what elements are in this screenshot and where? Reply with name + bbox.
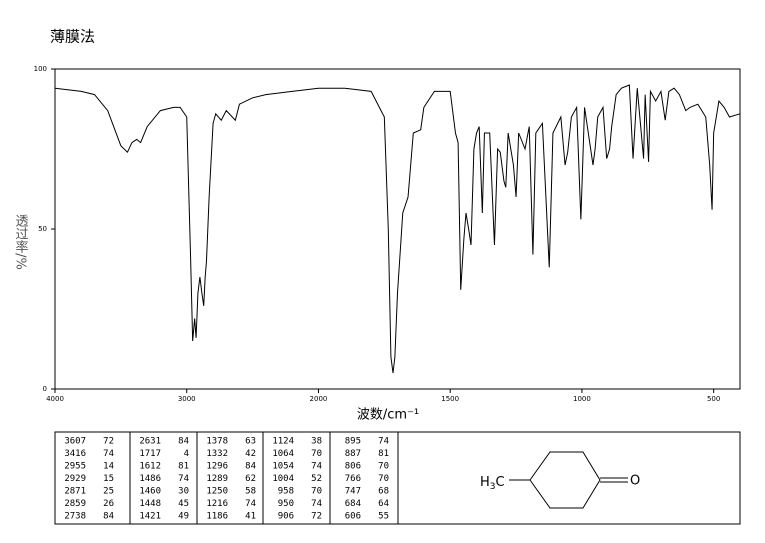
peak-wavenumber: 2738 xyxy=(64,512,86,522)
peak-transmittance: 70 xyxy=(311,449,322,459)
peak-transmittance: 70 xyxy=(311,487,322,497)
peak-wavenumber: 1460 xyxy=(139,487,161,497)
peak-transmittance: 41 xyxy=(245,512,256,522)
plot-frame xyxy=(54,68,741,390)
x-tick-label: 4000 xyxy=(46,395,64,403)
peak-wavenumber: 1448 xyxy=(139,499,161,509)
peak-wavenumber: 1250 xyxy=(206,487,228,497)
peak-wavenumber: 1486 xyxy=(139,474,161,484)
x-tick-label: 1000 xyxy=(573,395,591,403)
peak-transmittance: 25 xyxy=(103,487,114,497)
peak-wavenumber: 1421 xyxy=(139,512,161,522)
peak-wavenumber: 606 xyxy=(345,512,361,522)
peak-transmittance: 84 xyxy=(245,462,256,472)
peak-wavenumber: 2631 xyxy=(139,437,161,447)
peak-wavenumber: 1054 xyxy=(272,462,294,472)
peak-transmittance: 74 xyxy=(245,499,256,509)
peak-transmittance: 15 xyxy=(103,474,114,484)
peak-wavenumber: 2871 xyxy=(64,487,86,497)
peak-transmittance: 14 xyxy=(103,462,114,472)
peak-wavenumber: 806 xyxy=(345,462,361,472)
peak-transmittance: 4 xyxy=(184,449,189,459)
peak-transmittance: 70 xyxy=(378,462,389,472)
methyl-label: H3C xyxy=(480,475,505,492)
peak-wavenumber: 906 xyxy=(278,512,294,522)
peak-transmittance: 68 xyxy=(378,487,389,497)
table-dividers xyxy=(129,432,399,524)
x-tick-label: 3000 xyxy=(178,395,196,403)
peak-transmittance: 74 xyxy=(178,474,189,484)
peak-wavenumber: 1186 xyxy=(206,512,228,522)
peak-transmittance: 84 xyxy=(178,437,189,447)
y-axis-label: 透过率/% xyxy=(13,214,29,270)
x-tick-label: 500 xyxy=(707,395,720,403)
peak-transmittance: 84 xyxy=(103,512,114,522)
peak-wavenumber: 766 xyxy=(345,474,361,484)
oxygen-label: O xyxy=(630,474,640,489)
peak-wavenumber: 1332 xyxy=(206,449,228,459)
molecule-bonds xyxy=(509,451,628,509)
peak-transmittance: 64 xyxy=(378,499,389,509)
peak-transmittance: 74 xyxy=(311,499,322,509)
peak-transmittance: 55 xyxy=(378,512,389,522)
peak-wavenumber: 1717 xyxy=(139,449,161,459)
peak-wavenumber: 958 xyxy=(278,487,294,497)
y-tick-label: 50 xyxy=(38,225,47,233)
x-axis-label: 波数/cm⁻¹ xyxy=(357,408,419,423)
peak-transmittance: 62 xyxy=(245,474,256,484)
peak-transmittance: 30 xyxy=(178,487,189,497)
x-tick-label: 2000 xyxy=(310,395,328,403)
peak-transmittance: 74 xyxy=(103,449,114,459)
peak-transmittance: 52 xyxy=(311,474,322,484)
peak-wavenumber: 895 xyxy=(345,437,361,447)
peak-wavenumber: 1289 xyxy=(206,474,228,484)
peak-transmittance: 74 xyxy=(378,437,389,447)
peak-wavenumber: 887 xyxy=(345,449,361,459)
peak-transmittance: 58 xyxy=(245,487,256,497)
peak-wavenumber: 684 xyxy=(345,499,361,509)
peak-transmittance: 42 xyxy=(245,449,256,459)
peak-wavenumber: 3416 xyxy=(64,449,86,459)
peak-wavenumber: 1296 xyxy=(206,462,228,472)
peak-transmittance: 72 xyxy=(103,437,114,447)
peak-wavenumber: 950 xyxy=(278,499,294,509)
peak-transmittance: 45 xyxy=(178,499,189,509)
peak-transmittance: 38 xyxy=(311,437,322,447)
peak-transmittance: 63 xyxy=(245,437,256,447)
y-tick-label: 0 xyxy=(43,385,47,393)
peak-wavenumber: 2955 xyxy=(64,462,86,472)
peak-transmittance: 70 xyxy=(378,474,389,484)
peak-wavenumber: 3607 xyxy=(64,437,86,447)
peak-transmittance: 26 xyxy=(103,499,114,509)
peak-transmittance: 81 xyxy=(178,462,189,472)
peak-wavenumber: 1064 xyxy=(272,449,294,459)
peak-wavenumber: 1216 xyxy=(206,499,228,509)
peak-wavenumber: 1004 xyxy=(272,474,294,484)
peak-transmittance: 72 xyxy=(311,512,322,522)
peak-transmittance: 49 xyxy=(178,512,189,522)
peak-wavenumber: 1124 xyxy=(272,437,294,447)
peak-wavenumber: 2929 xyxy=(64,474,86,484)
peak-transmittance: 74 xyxy=(311,462,322,472)
peak-wavenumber: 747 xyxy=(345,487,361,497)
peak-wavenumber: 1378 xyxy=(206,437,228,447)
y-tick-label: 100 xyxy=(34,65,47,73)
x-tick-label: 1500 xyxy=(441,395,459,403)
peak-wavenumber: 2859 xyxy=(64,499,86,509)
spectrum-line xyxy=(54,84,741,374)
peak-transmittance: 81 xyxy=(378,449,389,459)
chart-title: 薄膜法 xyxy=(50,28,95,46)
peak-wavenumber: 1612 xyxy=(139,462,161,472)
